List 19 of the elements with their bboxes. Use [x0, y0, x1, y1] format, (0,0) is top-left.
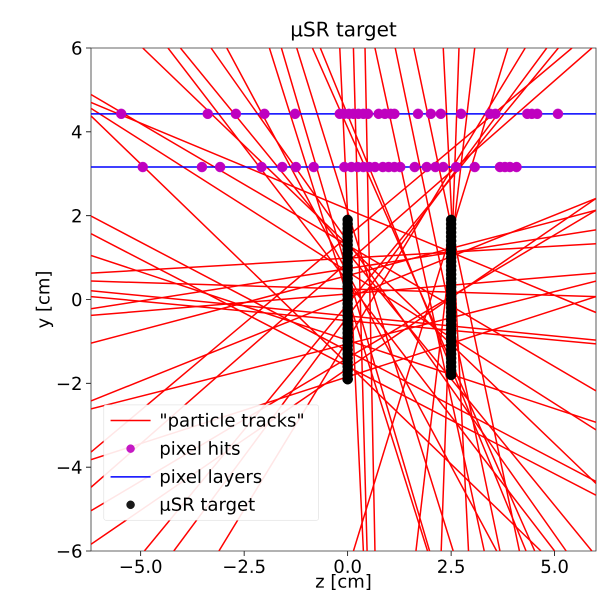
y-axis-title: y [cm] — [36, 272, 54, 328]
y-tick-label: 2 — [72, 208, 81, 222]
y-tick-label: 0 — [72, 292, 82, 306]
x-tick-label: −5.0 — [120, 560, 162, 574]
legend-label: "particle tracks" — [161, 412, 303, 430]
chart-title: µSR target — [292, 22, 396, 40]
y-tick-label: −2 — [58, 376, 81, 390]
x-tick-label: −2.5 — [224, 560, 264, 574]
x-tick-label: 0.0 — [334, 560, 361, 574]
x-axis-title: z [cm] — [316, 574, 370, 590]
y-tick-label: −4 — [58, 460, 82, 474]
y-tick-label: 6 — [72, 41, 82, 55]
x-tick-label: 2.5 — [438, 560, 464, 574]
legend-label: pixel layers — [160, 469, 262, 487]
x-tick-label: 5.0 — [542, 560, 568, 574]
legend-label: µSR target — [160, 497, 255, 514]
y-tick-label: −6 — [58, 544, 82, 558]
y-tick-label: 4 — [72, 125, 82, 138]
legend-label: pixel hits — [160, 441, 240, 458]
